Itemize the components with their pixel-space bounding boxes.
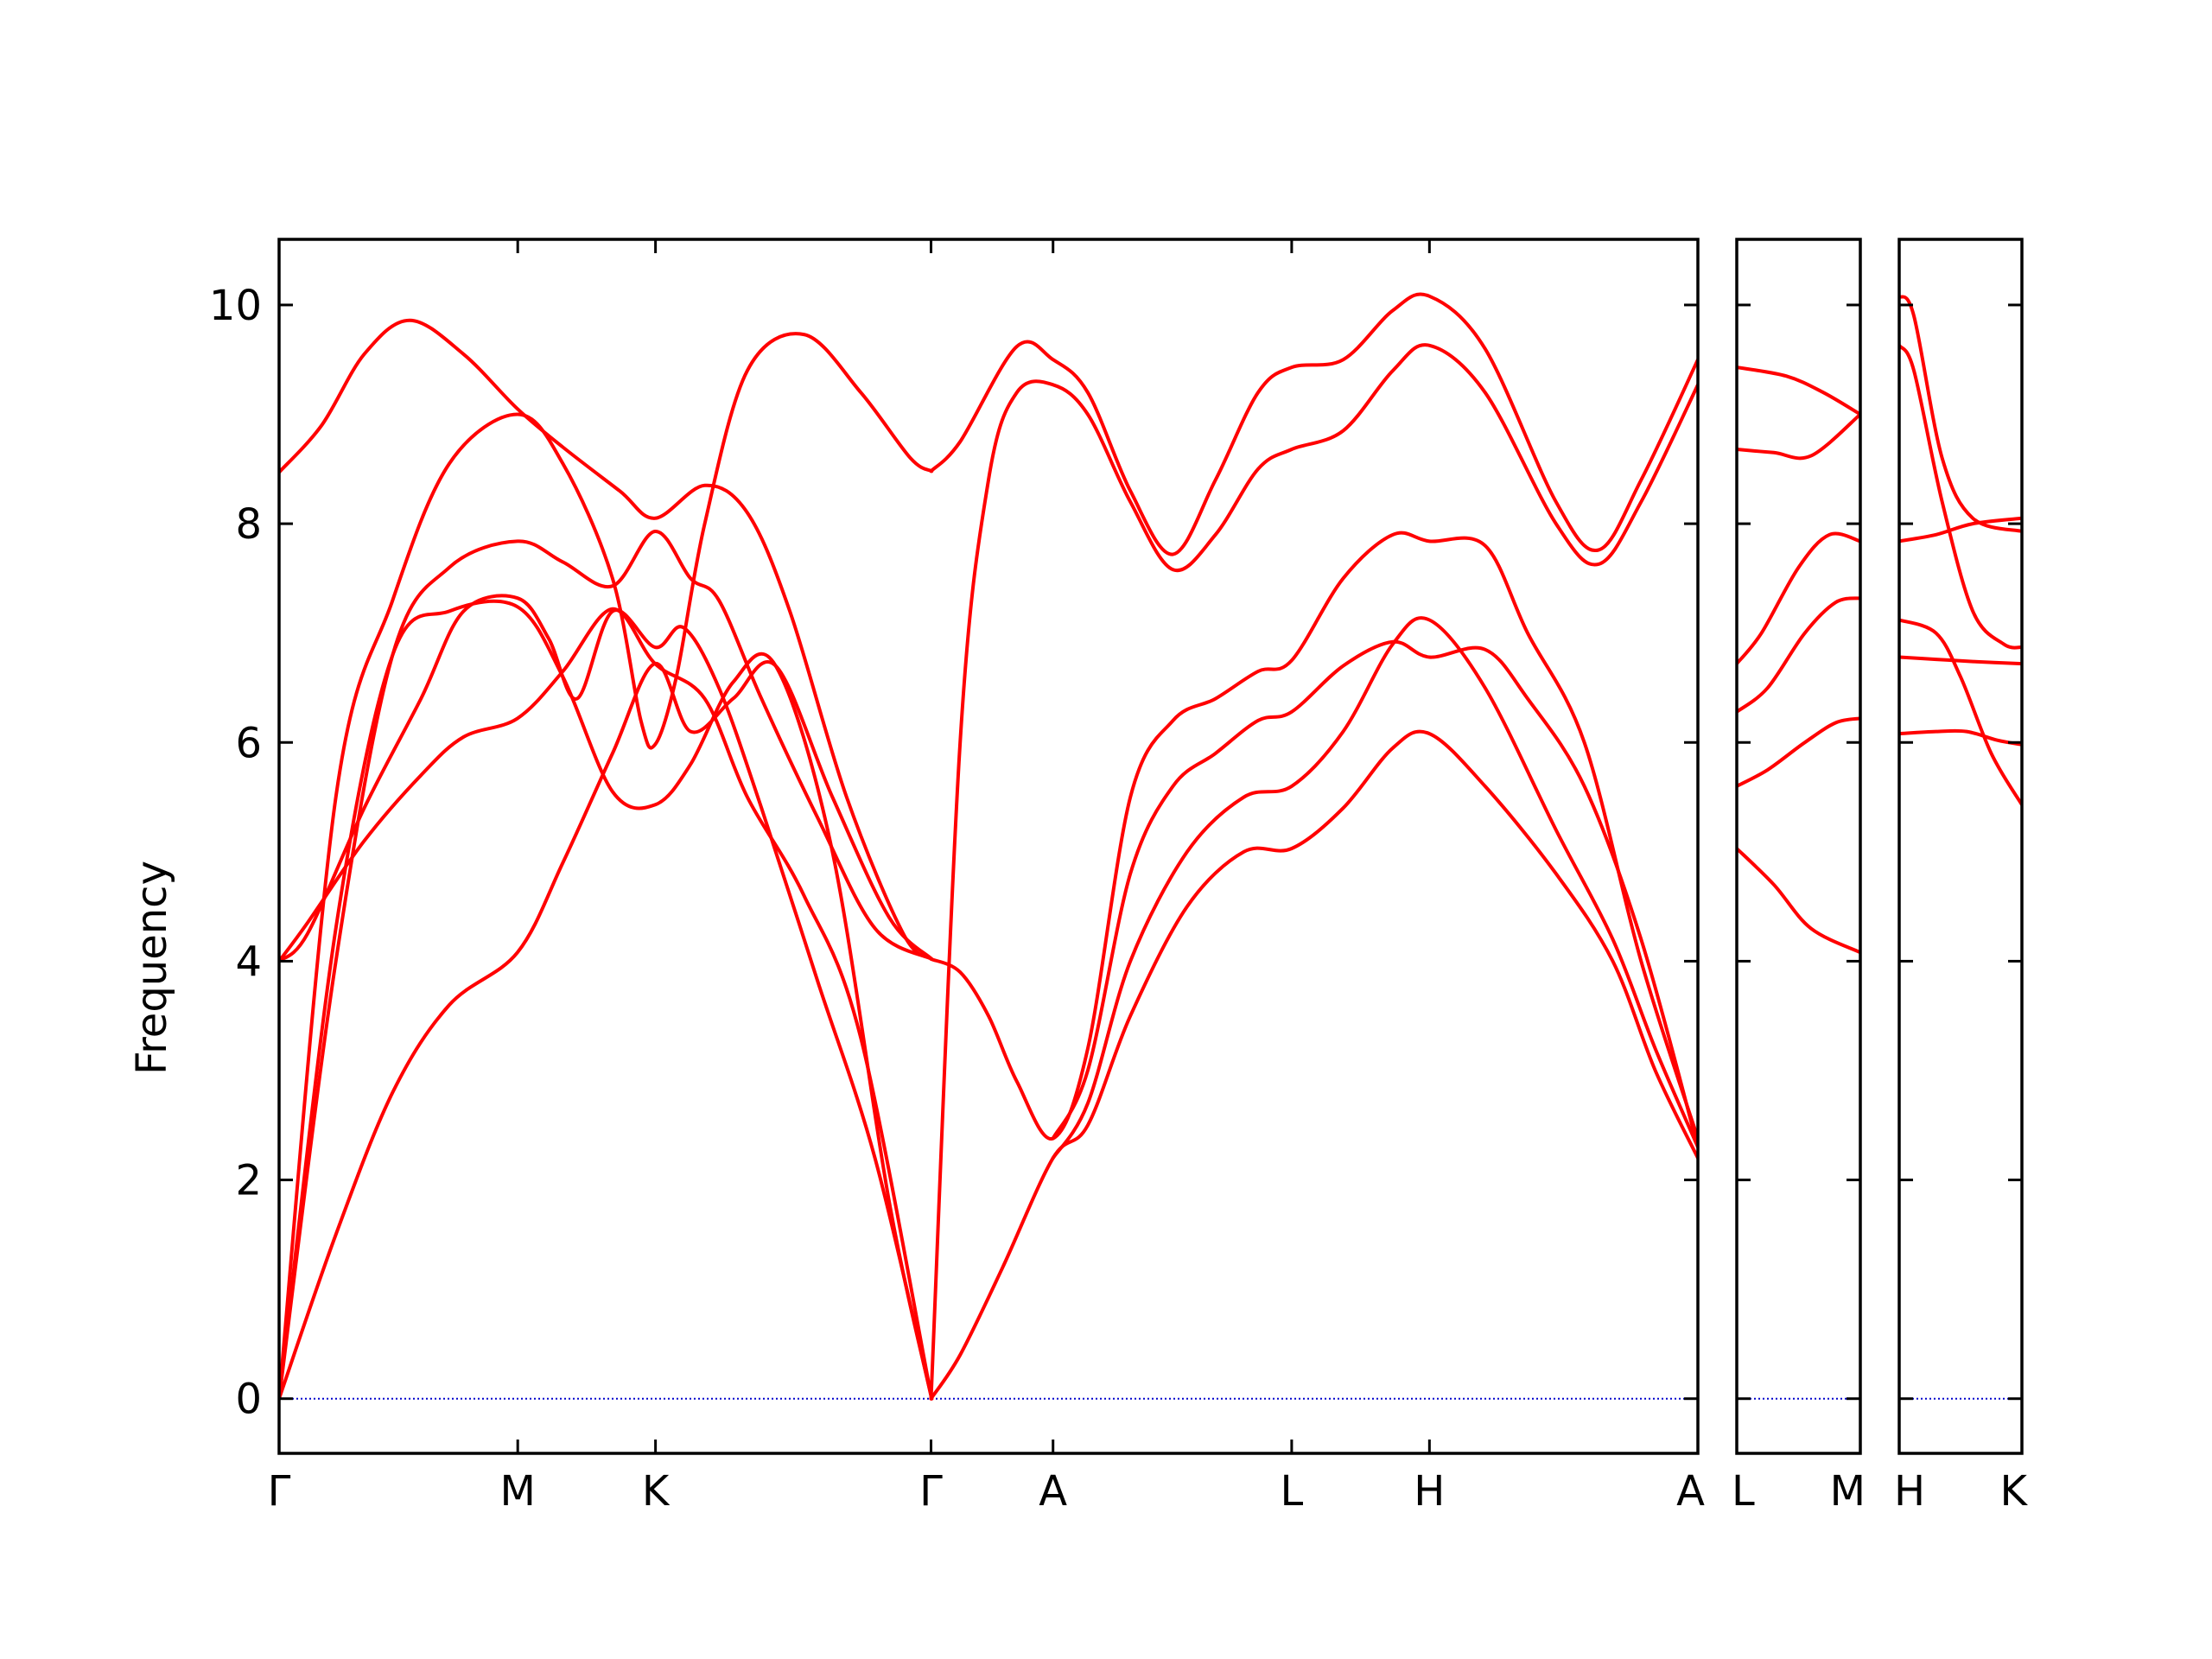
y-tick-label: 6 <box>235 719 262 767</box>
band-line-main-9 <box>929 531 1698 1141</box>
band-lines <box>279 292 1698 1401</box>
band-line-main-5 <box>279 607 934 1401</box>
band-line-main-8 <box>929 292 1698 556</box>
band-line-H-K-3 <box>1899 516 2022 543</box>
y-tick-label: 8 <box>235 500 262 549</box>
band-line-H-K-4 <box>1899 618 2022 807</box>
x-tick-label: M <box>499 1467 535 1516</box>
band-line-H-K-2 <box>1899 343 2022 650</box>
band-line-L-M-3 <box>1737 531 1860 666</box>
band-line-L-M-4 <box>1737 596 1860 714</box>
band-line-main-12 <box>1051 616 1698 1160</box>
band-lines <box>1737 365 1860 955</box>
band-line-H-K-6 <box>1899 728 2022 747</box>
band-line-main-11 <box>929 729 1698 1401</box>
band-line-main-6 <box>279 660 934 1401</box>
x-tick-label: M <box>1830 1467 1866 1516</box>
band-line-main-3 <box>279 530 934 1401</box>
band-line-main-10 <box>929 343 1698 1401</box>
band-line-H-K-5 <box>1899 655 2022 666</box>
band-lines <box>1899 294 2022 807</box>
x-tick-label: L <box>1732 1467 1755 1516</box>
band-line-H-K-1 <box>1899 294 2022 533</box>
x-tick-label: H <box>1894 1467 1925 1516</box>
y-tick-label: 2 <box>235 1157 262 1205</box>
band-line-L-M-5 <box>1737 716 1860 788</box>
axes-frame <box>1735 238 1862 1455</box>
x-tick-label: Γ <box>919 1467 943 1516</box>
y-tick-label: 4 <box>235 938 262 986</box>
x-tick-label: L <box>1281 1467 1304 1516</box>
x-tick-label: K <box>642 1467 671 1516</box>
panel-main: Γ M K Γ A L H A 0 2 4 6 8 10 <box>209 238 1705 1516</box>
band-line-L-M-6 <box>1737 847 1860 955</box>
y-tick-label: 0 <box>235 1376 262 1424</box>
axes-frame <box>277 238 1700 1455</box>
band-line-main-2 <box>279 332 934 1401</box>
x-tick-label: K <box>2000 1467 2029 1516</box>
x-tick-label: Γ <box>268 1467 291 1516</box>
x-tick-label: A <box>1676 1467 1705 1516</box>
band-line-main-13 <box>1051 639 1698 1149</box>
axes-frame <box>1897 238 2024 1455</box>
y-axis-label: Frequency <box>128 861 176 1075</box>
x-tick-label: H <box>1414 1467 1445 1516</box>
band-line-L-M-1 <box>1737 365 1860 416</box>
band-line-main-7 <box>279 599 934 1401</box>
band-line-main-1 <box>279 318 934 961</box>
band-line-L-M-2 <box>1737 412 1860 461</box>
y-tick-label: 10 <box>209 282 262 330</box>
x-tick-label: A <box>1039 1467 1067 1516</box>
